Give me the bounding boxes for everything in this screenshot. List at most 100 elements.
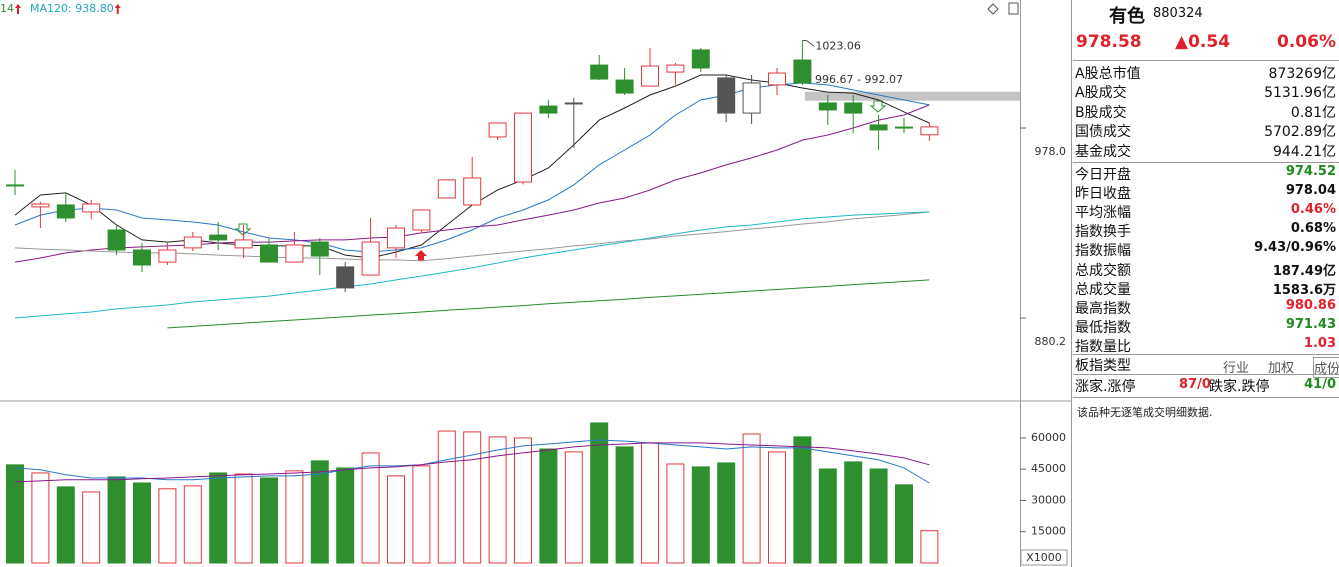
volume-bar [56,486,75,564]
row-label: 跌家.跌停 [1209,379,1270,395]
row-value: 873269亿 [1268,66,1336,82]
scroll-icon[interactable] [1008,2,1019,15]
volume-bar [183,485,202,564]
volume-bar [412,465,431,564]
candle-body [260,244,278,263]
volume-bar [717,462,736,564]
separator [1073,397,1339,398]
volume-bar [539,448,558,564]
candle-body [641,65,659,87]
volume-bar [361,452,380,564]
candle-body [387,227,405,249]
candle-body [56,204,75,219]
volume-bar [31,472,50,564]
candle-body [437,179,456,199]
volume-bar [590,422,609,564]
row-label: 今日开盘 [1075,167,1131,183]
candle-body [488,122,507,138]
band-label: 996.67 - 992.07 [815,73,903,86]
candle-body [361,241,380,276]
volume-bar [514,437,532,564]
y-tick-label: 880.2 [1035,335,1067,348]
volume-bar [463,431,482,564]
volume-bar [82,491,101,564]
row-label: B股成交 [1075,104,1127,121]
type-option[interactable]: 加权 [1268,361,1295,376]
y-tick-label: 60000 [1031,431,1066,444]
volume-bar [844,461,863,564]
legend-arrow [15,4,21,14]
candle-body [539,105,558,114]
type-option[interactable]: 成份股 [1313,357,1339,378]
separator [1073,162,1339,163]
volume-bar [641,442,659,564]
row-value: 5702.89亿 [1264,124,1336,141]
candle-body [895,126,913,129]
row-value: 974.52 [1285,164,1336,179]
candle-body [158,249,177,263]
candle-body [285,244,304,263]
row-value: 978.04 [1285,183,1336,199]
row-label: 最高指数 [1075,300,1131,317]
diamond-icon[interactable] [987,3,999,15]
candle-body [564,102,583,105]
candle-body [742,82,761,114]
volume-bar [158,488,177,564]
row-label: 总成交量 [1075,281,1131,298]
candle-body [183,236,202,249]
row-label: A股总市值 [1075,66,1141,82]
volume-bar [564,451,583,564]
candle-body [6,184,24,187]
note: 该品种无逐笔成交明细数据. [1077,406,1213,419]
row-label: 涨家.涨停 [1075,379,1136,395]
row-label: A股成交 [1075,85,1127,102]
candle-body [666,64,685,73]
separator [1073,60,1339,61]
row-value: 5131.96亿 [1264,85,1336,102]
candle-body [82,203,101,213]
volume-bar [107,476,126,564]
candle-body [691,49,710,69]
type-option[interactable]: 行业 [1223,361,1250,376]
row-value: 944.21亿 [1273,143,1336,160]
row-value: 0.81亿 [1290,104,1336,121]
volume-bar [666,463,685,564]
candle-body [717,77,736,114]
row-label: 指数换手 [1075,224,1131,241]
row-label: 平均涨幅 [1075,205,1131,222]
candle-body [133,249,151,266]
volume-bar [387,475,405,564]
price: 978.58 [1076,32,1142,52]
candle-body [209,234,228,241]
row-label: 昨日收盘 [1075,186,1131,203]
y-tick-label: 978.0 [1035,145,1067,158]
change: ▲0.54 [1175,32,1231,52]
candle-body [514,112,532,183]
candle-body [234,239,253,249]
volume-bar [768,451,786,564]
volume-bar [437,430,456,564]
high-label: 1023.06 [815,39,861,52]
row-value: 0.68% [1290,221,1336,237]
chart: 880.2 978.0 996.67 - 992.07 1023.06 14 MA120:… [0,0,1072,567]
candle-body [869,124,888,131]
volume-bar [133,482,151,564]
high-pointer [802,39,815,47]
candle-body [615,79,634,94]
volume-bar [742,433,761,564]
volume-bar [234,473,253,564]
volume-bar [793,436,812,564]
candle-body [310,241,329,257]
candle-body [107,229,126,251]
row-label: 最低指数 [1075,319,1131,336]
row-label: 总成交额 [1075,262,1131,279]
signal-up [415,250,427,261]
candle-body [336,266,355,289]
candle-body [844,102,863,114]
volume-bar [691,466,710,564]
unit-box [1020,549,1068,566]
candle-body [818,102,837,111]
candle-body [793,59,812,84]
row-value: 9.43/0.96% [1254,240,1336,256]
volume-bar [260,477,278,564]
